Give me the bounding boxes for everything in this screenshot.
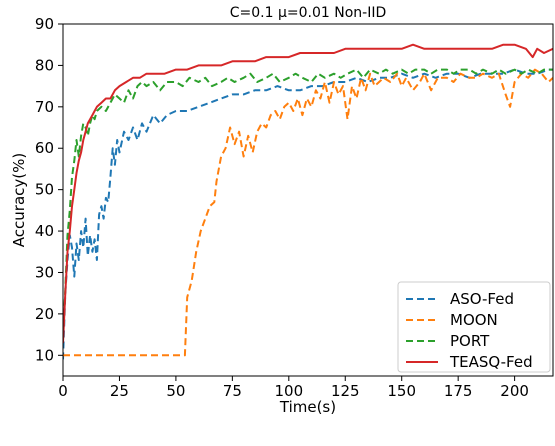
plot-frame xyxy=(62,23,554,377)
y-axis-ticks: 10 20 30 40 50 60 70 80 90 xyxy=(35,15,63,364)
y-tick-label: 70 xyxy=(35,98,54,116)
y-tick-label: 30 xyxy=(35,263,54,281)
x-tick-label: 175 xyxy=(444,382,473,400)
x-tick-label: 100 xyxy=(274,382,303,400)
x-tick-label: 150 xyxy=(387,382,416,400)
y-tick-label: 20 xyxy=(35,305,54,323)
x-tick-label: 50 xyxy=(166,382,185,400)
y-tick-label: 40 xyxy=(35,222,54,240)
legend: ASO-Fed MOON PORT TEASQ-Fed xyxy=(397,281,551,373)
series-line-aso-fed xyxy=(63,68,553,360)
x-tick-label: 75 xyxy=(223,382,242,400)
series-line-teasq-fed xyxy=(63,43,553,343)
x-tick-label: 200 xyxy=(500,382,529,400)
y-axis-label: Accuracy(%) xyxy=(10,153,28,247)
legend-label: PORT xyxy=(450,332,490,350)
x-tick-label: 125 xyxy=(331,382,360,400)
chart-title: C=0.1 μ=0.01 Non-IID xyxy=(230,5,386,21)
legend-label: TEASQ-Fed xyxy=(449,353,533,371)
series-line-port xyxy=(63,68,553,339)
legend-label: ASO-Fed xyxy=(450,290,514,308)
y-tick-label: 60 xyxy=(35,139,54,157)
y-tick-label: 50 xyxy=(35,181,54,199)
legend-label: MOON xyxy=(450,311,498,329)
y-tick-label: 80 xyxy=(35,56,54,74)
x-axis-ticks: 0 25 50 75 100 125 150 175 200 xyxy=(58,376,529,400)
y-tick-label: 10 xyxy=(35,346,54,364)
legend-box xyxy=(397,281,551,373)
y-tick-label: 90 xyxy=(35,15,54,33)
x-axis-label: Time(s) xyxy=(279,398,336,416)
x-tick-label: 25 xyxy=(110,382,129,400)
series-line-moon xyxy=(63,68,553,357)
series-layer xyxy=(63,43,553,360)
x-tick-label: 0 xyxy=(58,382,68,400)
